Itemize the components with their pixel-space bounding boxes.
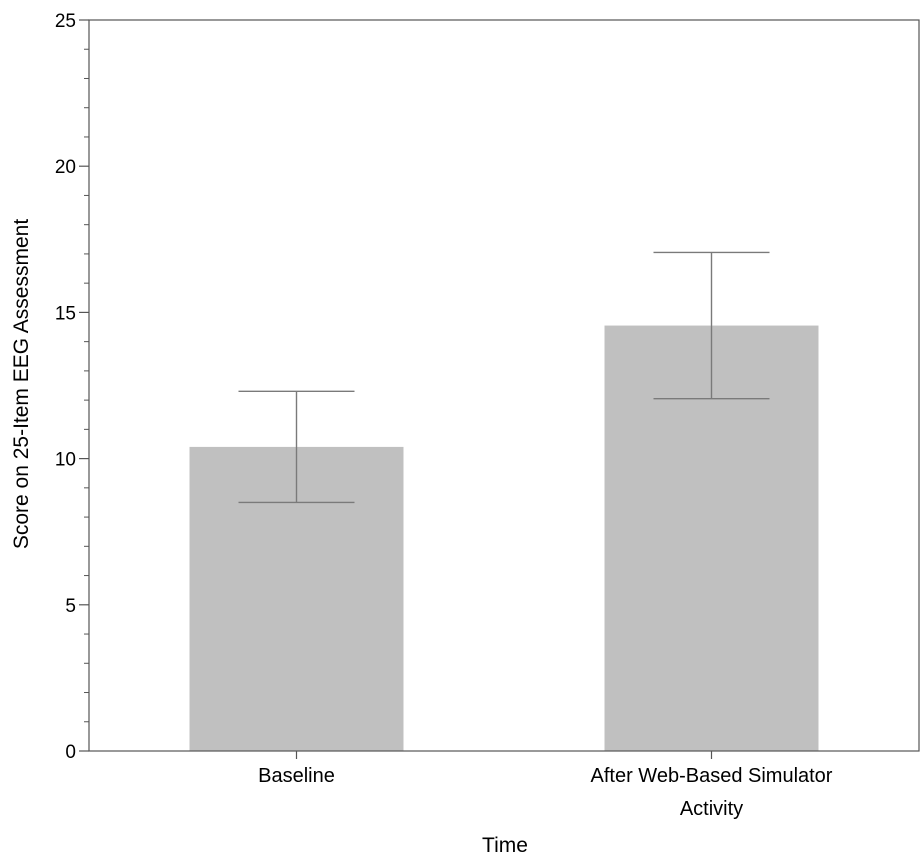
x-tick-label-2: After Web-Based Simulator Activity (591, 765, 833, 820)
plot-frame (88, 19, 920, 752)
y-tick-label: 20 (55, 157, 76, 178)
y-tick-label: 5 (65, 596, 76, 617)
labels: Time Score on 25-Item EEG Assessment (10, 219, 528, 857)
plot-area (189, 251, 819, 751)
x-tick-label-1: Baseline (258, 765, 335, 787)
axes: Baseline After Web-Based Simulator Activit… (55, 11, 920, 820)
y-axis-title: Score on 25-Item EEG Assessment (10, 219, 33, 549)
y-tick-label: 25 (55, 11, 76, 32)
y-tick-label: 0 (65, 742, 76, 763)
x-axis-title: Time (482, 834, 528, 857)
y-tick-label: 10 (55, 450, 76, 471)
y-tick-label: 15 (55, 303, 76, 324)
